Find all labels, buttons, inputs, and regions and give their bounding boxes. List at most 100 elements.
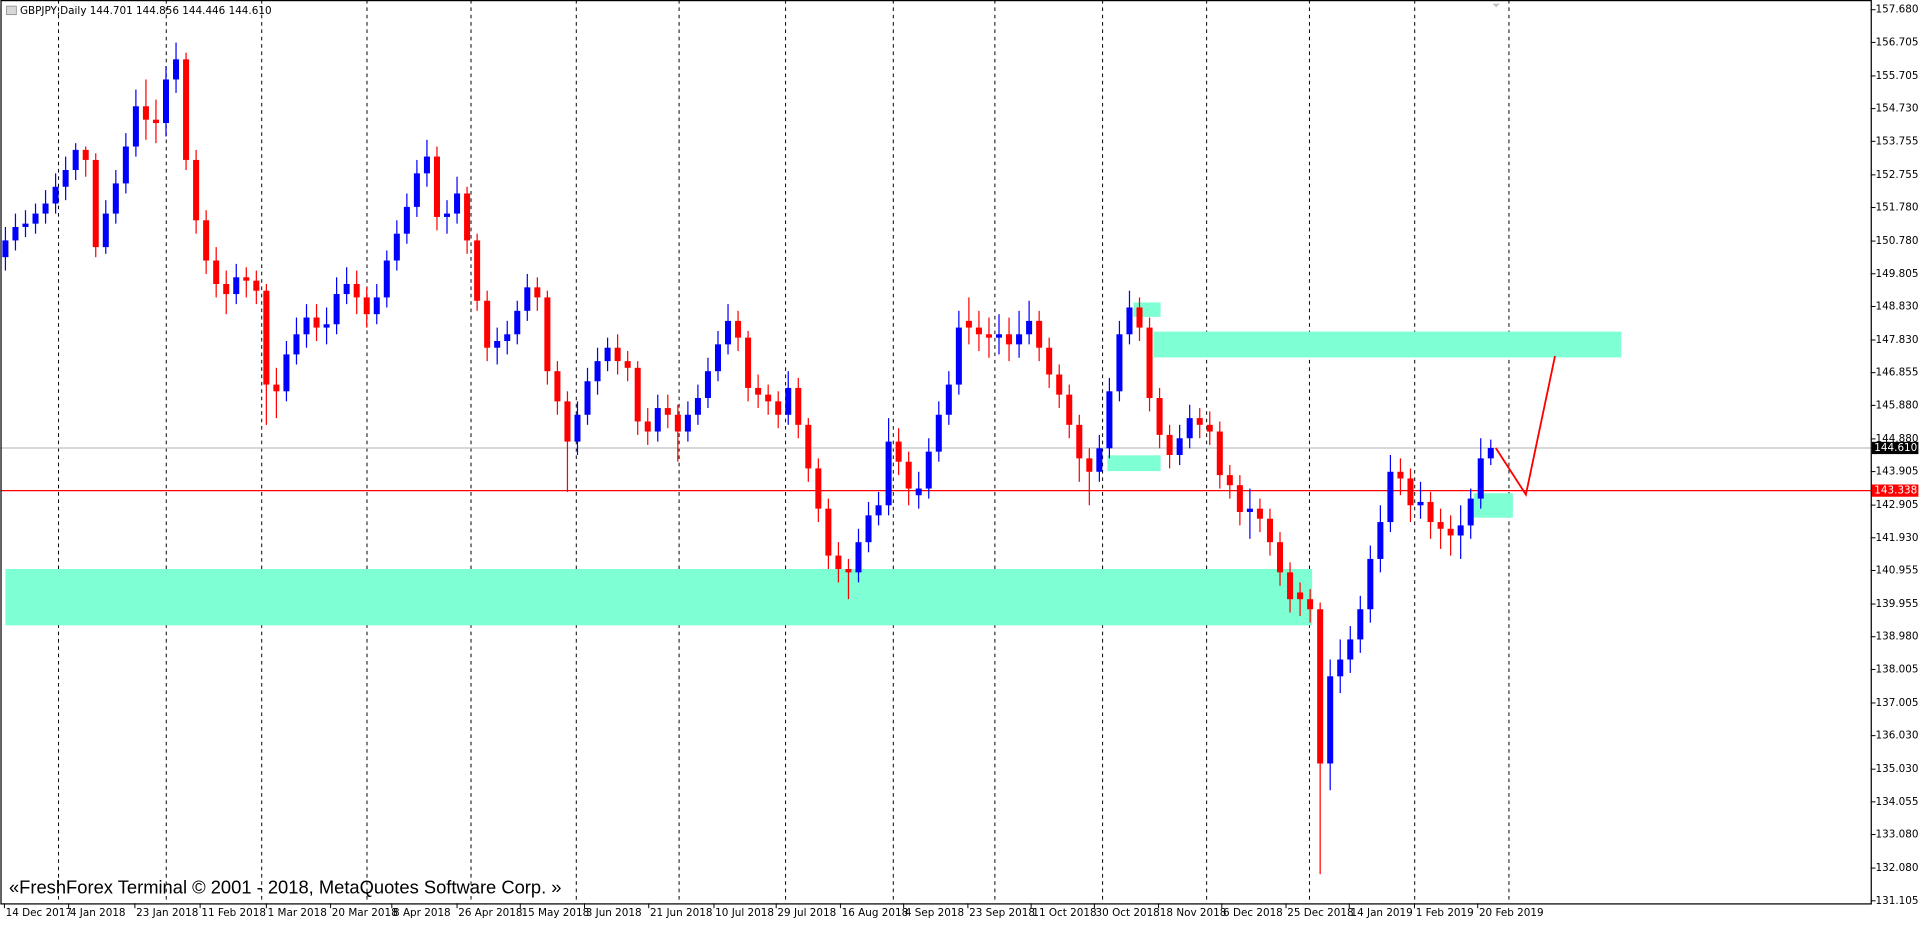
candle-body	[574, 414, 581, 442]
candle-body	[1176, 438, 1183, 456]
candle-body	[1487, 447, 1494, 459]
y-tick-label: 140.955	[1876, 565, 1919, 577]
chart-title: GBPJPY,Daily 144.701 144.856 144.446 144…	[20, 5, 272, 17]
candle-body	[484, 300, 491, 348]
candle-body	[1447, 528, 1454, 536]
y-tick-label: 138.980	[1876, 631, 1919, 643]
candle-body	[112, 183, 119, 214]
y-tick-label: 151.780	[1876, 202, 1919, 214]
x-tick-label: 23 Sep 2018	[969, 907, 1035, 919]
candle-body	[494, 340, 501, 348]
candle-body	[544, 297, 551, 372]
candle-body	[42, 203, 49, 214]
y-tick-label: 137.005	[1876, 697, 1919, 709]
candle-body	[92, 159, 99, 248]
y-tick-label: 144.880	[1876, 433, 1919, 445]
candle-body	[213, 260, 220, 284]
candle-body	[1437, 522, 1444, 529]
candle-body	[1387, 471, 1394, 523]
candle-body	[293, 334, 300, 355]
candle-body	[534, 287, 541, 298]
y-tick-label: 150.780	[1876, 235, 1919, 247]
candle-body	[735, 320, 742, 338]
candle-body	[564, 401, 571, 442]
price-label: 144.610	[1874, 442, 1917, 454]
candle-body	[514, 310, 521, 335]
x-tick-label: 1 Mar 2018	[268, 907, 327, 919]
candle-body	[684, 414, 691, 432]
candle-body	[1116, 334, 1123, 392]
candle-body	[393, 233, 400, 261]
candle-body	[1166, 434, 1173, 456]
candle-body	[1407, 478, 1414, 506]
candle-body	[1156, 398, 1163, 435]
zone	[5, 569, 1313, 626]
candle-body	[1106, 391, 1113, 449]
candle-body	[604, 347, 611, 362]
candle-body	[1266, 518, 1273, 543]
candle-body	[433, 156, 440, 217]
candle-body	[243, 277, 250, 281]
candle-body	[223, 283, 230, 295]
x-tick-label: 11 Oct 2018	[1032, 907, 1096, 919]
x-tick-label: 14 Dec 2017	[6, 907, 72, 919]
candle-body	[644, 421, 651, 432]
candle-body	[423, 156, 430, 174]
candle-body	[554, 371, 561, 402]
y-tick-label: 152.755	[1876, 169, 1919, 181]
candle-body	[955, 327, 962, 385]
candle-body	[233, 277, 240, 295]
candle-body	[1277, 542, 1284, 573]
candle-body	[905, 461, 912, 489]
candle-body	[975, 327, 982, 335]
candle-body	[745, 337, 752, 388]
y-tick-label: 154.730	[1876, 103, 1919, 115]
candle-body	[122, 146, 129, 184]
candle-body	[674, 414, 681, 432]
candle-body	[193, 159, 200, 221]
candle-body	[1397, 471, 1404, 479]
candle-body	[1046, 347, 1053, 375]
x-tick-label: 4 Sep 2018	[905, 907, 964, 919]
candle-body	[82, 149, 89, 160]
candle-body	[1136, 307, 1143, 328]
candle-body	[1427, 501, 1434, 523]
x-tick-label: 23 Jan 2018	[136, 907, 198, 919]
candle-body	[403, 206, 410, 234]
x-tick-label: 8 Apr 2018	[393, 907, 451, 919]
y-tick-label: 142.905	[1876, 499, 1919, 511]
x-tick-label: 1 Feb 2019	[1416, 907, 1474, 919]
price-label-box	[1871, 441, 1919, 455]
watermark: «FreshForex Terminal © 2001 - 2018, Meta…	[9, 876, 562, 897]
candle-body	[785, 387, 792, 415]
candle-body	[333, 294, 340, 325]
candle-body	[835, 555, 842, 570]
x-tick-label: 29 Jul 2018	[777, 907, 836, 919]
y-tick-label: 145.880	[1876, 399, 1919, 411]
candle-body	[664, 408, 671, 415]
candle-body	[524, 287, 531, 311]
candle-body	[1297, 592, 1304, 600]
candle-body	[1126, 307, 1133, 335]
candle-body	[855, 542, 862, 573]
y-tick-label: 147.830	[1876, 334, 1919, 346]
zones-layer	[5, 302, 1622, 626]
y-tick-label: 148.830	[1876, 300, 1919, 312]
candle-body	[594, 361, 601, 382]
candle-body	[1256, 508, 1263, 519]
candle-body	[253, 280, 260, 291]
candle-body	[1196, 418, 1203, 425]
x-tick-label: 16 Aug 2018	[842, 907, 909, 919]
candle-body	[945, 384, 952, 415]
candle-body	[353, 283, 360, 298]
candle-body	[1347, 639, 1354, 660]
x-tick-label: 21 Jun 2018	[650, 907, 713, 919]
x-tick-label: 4 Jan 2018	[70, 907, 126, 919]
candle-body	[1006, 334, 1013, 345]
candle-body	[815, 468, 822, 509]
x-tick-label: 10 Jul 2018	[715, 907, 774, 919]
candle-body	[925, 451, 932, 489]
candle-body	[464, 193, 471, 241]
